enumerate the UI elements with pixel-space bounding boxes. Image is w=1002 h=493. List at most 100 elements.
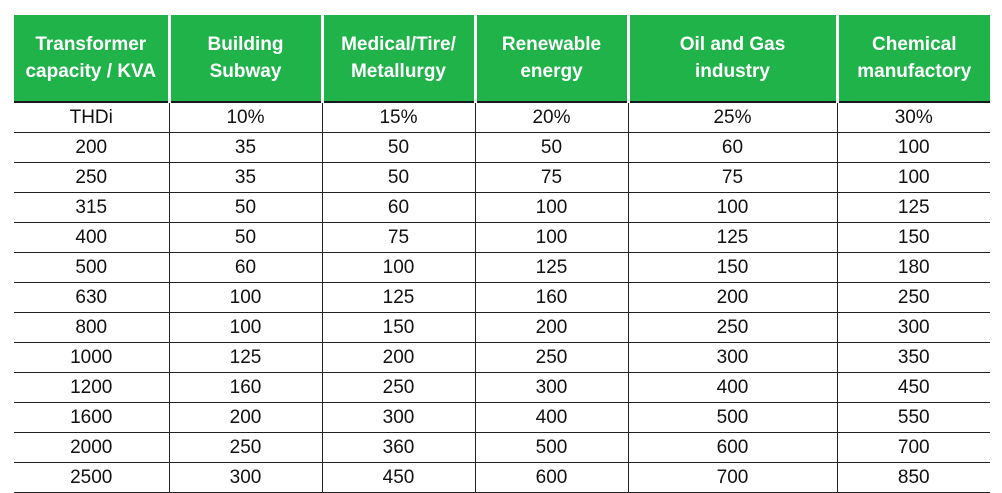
cell-building-subway: 250 <box>169 432 323 463</box>
cell-transformer-capacity: 250 <box>14 162 170 193</box>
cell-chemical-manufactory: 450 <box>837 372 990 403</box>
cell-chemical-manufactory: 550 <box>837 402 990 433</box>
table-row: 315 50 60 100 100 125 <box>14 192 990 223</box>
cell-oil-and-gas: 200 <box>628 282 838 313</box>
cell-renewable-energy: 100 <box>475 192 629 223</box>
table-row: 1000 125 200 250 300 350 <box>14 342 990 373</box>
cell-transformer-capacity: 800 <box>14 312 170 343</box>
cell-transformer-capacity: THDi <box>14 102 170 133</box>
cell-medical-tire-metallurgy: 50 <box>322 132 476 163</box>
header-chemical-manufactory: Chemical manufactory <box>837 15 990 103</box>
cell-renewable-energy: 300 <box>475 372 629 403</box>
thdi-row: THDi 10% 15% 20% 25% 30% <box>14 102 990 133</box>
cell-transformer-capacity: 2000 <box>14 432 170 463</box>
header-building-subway: Building Subway <box>169 15 324 103</box>
cell-renewable-energy: 20% <box>475 102 629 133</box>
cell-medical-tire-metallurgy: 150 <box>322 312 476 343</box>
cell-transformer-capacity: 400 <box>14 222 170 253</box>
cell-renewable-energy: 500 <box>475 432 629 463</box>
cell-chemical-manufactory: 300 <box>837 312 990 343</box>
table-header-row: Transformer capacity / KVA Building Subway… <box>14 15 990 103</box>
header-medical-tire-metallurgy: Medical/Tire/Metallurgy <box>322 15 477 103</box>
header-transformer-capacity: Transformer capacity / KVA <box>14 15 171 103</box>
table-row: 1600 200 300 400 500 550 <box>14 402 990 433</box>
cell-building-subway: 50 <box>169 222 323 253</box>
cell-medical-tire-metallurgy: 75 <box>322 222 476 253</box>
cell-transformer-capacity: 2500 <box>14 462 170 493</box>
cell-oil-and-gas: 100 <box>628 192 838 223</box>
cell-oil-and-gas: 700 <box>628 462 838 493</box>
cell-transformer-capacity: 630 <box>14 282 170 313</box>
table-row: 2500 300 450 600 700 850 <box>14 462 990 493</box>
cell-transformer-capacity: 1600 <box>14 402 170 433</box>
cell-building-subway: 125 <box>169 342 323 373</box>
cell-medical-tire-metallurgy: 50 <box>322 162 476 193</box>
cell-building-subway: 200 <box>169 402 323 433</box>
cell-renewable-energy: 50 <box>475 132 629 163</box>
cell-medical-tire-metallurgy: 200 <box>322 342 476 373</box>
cell-building-subway: 300 <box>169 462 323 493</box>
cell-medical-tire-metallurgy: 15% <box>322 102 476 133</box>
cell-oil-and-gas: 600 <box>628 432 838 463</box>
cell-building-subway: 35 <box>169 132 323 163</box>
filter-capacity-table-container: Transformer capacity / KVA Building Subway… <box>14 15 990 493</box>
cell-medical-tire-metallurgy: 250 <box>322 372 476 403</box>
table-row: 1200 160 250 300 400 450 <box>14 372 990 403</box>
cell-building-subway: 35 <box>169 162 323 193</box>
cell-medical-tire-metallurgy: 100 <box>322 252 476 283</box>
cell-oil-and-gas: 150 <box>628 252 838 283</box>
cell-oil-and-gas: 75 <box>628 162 838 193</box>
cell-building-subway: 100 <box>169 282 323 313</box>
cell-renewable-energy: 160 <box>475 282 629 313</box>
cell-medical-tire-metallurgy: 360 <box>322 432 476 463</box>
cell-oil-and-gas: 400 <box>628 372 838 403</box>
cell-medical-tire-metallurgy: 300 <box>322 402 476 433</box>
cell-renewable-energy: 100 <box>475 222 629 253</box>
cell-transformer-capacity: 200 <box>14 132 170 163</box>
cell-chemical-manufactory: 100 <box>837 132 990 163</box>
cell-oil-and-gas: 25% <box>628 102 838 133</box>
table-row: 250 35 50 75 75 100 <box>14 162 990 193</box>
cell-oil-and-gas: 500 <box>628 402 838 433</box>
table-row: 630 100 125 160 200 250 <box>14 282 990 313</box>
cell-transformer-capacity: 315 <box>14 192 170 223</box>
cell-chemical-manufactory: 100 <box>837 162 990 193</box>
cell-renewable-energy: 600 <box>475 462 629 493</box>
cell-building-subway: 100 <box>169 312 323 343</box>
table-row: 800 100 150 200 250 300 <box>14 312 990 343</box>
table-row: 200 35 50 50 60 100 <box>14 132 990 163</box>
cell-medical-tire-metallurgy: 125 <box>322 282 476 313</box>
cell-renewable-energy: 125 <box>475 252 629 283</box>
cell-transformer-capacity: 1000 <box>14 342 170 373</box>
table-row: 400 50 75 100 125 150 <box>14 222 990 253</box>
cell-building-subway: 50 <box>169 192 323 223</box>
cell-medical-tire-metallurgy: 450 <box>322 462 476 493</box>
cell-chemical-manufactory: 350 <box>837 342 990 373</box>
cell-chemical-manufactory: 150 <box>837 222 990 253</box>
cell-chemical-manufactory: 125 <box>837 192 990 223</box>
cell-medical-tire-metallurgy: 60 <box>322 192 476 223</box>
header-oil-and-gas-industry: Oil and Gas industry <box>628 15 839 103</box>
filter-capacity-table: Transformer capacity / KVA Building Subway… <box>14 15 990 493</box>
cell-transformer-capacity: 500 <box>14 252 170 283</box>
cell-building-subway: 160 <box>169 372 323 403</box>
cell-renewable-energy: 200 <box>475 312 629 343</box>
cell-chemical-manufactory: 250 <box>837 282 990 313</box>
cell-renewable-energy: 400 <box>475 402 629 433</box>
cell-chemical-manufactory: 180 <box>837 252 990 283</box>
cell-chemical-manufactory: 700 <box>837 432 990 463</box>
table-row: 2000 250 360 500 600 700 <box>14 432 990 463</box>
header-renewable-energy: Renewable energy <box>475 15 630 103</box>
cell-oil-and-gas: 125 <box>628 222 838 253</box>
cell-renewable-energy: 250 <box>475 342 629 373</box>
cell-transformer-capacity: 1200 <box>14 372 170 403</box>
cell-oil-and-gas: 300 <box>628 342 838 373</box>
cell-oil-and-gas: 250 <box>628 312 838 343</box>
table-body: THDi 10% 15% 20% 25% 30% 200 35 50 50 60 100 250 35 50… <box>14 102 990 493</box>
cell-building-subway: 60 <box>169 252 323 283</box>
cell-chemical-manufactory: 30% <box>837 102 990 133</box>
cell-chemical-manufactory: 850 <box>837 462 990 493</box>
table-row: 500 60 100 125 150 180 <box>14 252 990 283</box>
cell-oil-and-gas: 60 <box>628 132 838 163</box>
cell-renewable-energy: 75 <box>475 162 629 193</box>
